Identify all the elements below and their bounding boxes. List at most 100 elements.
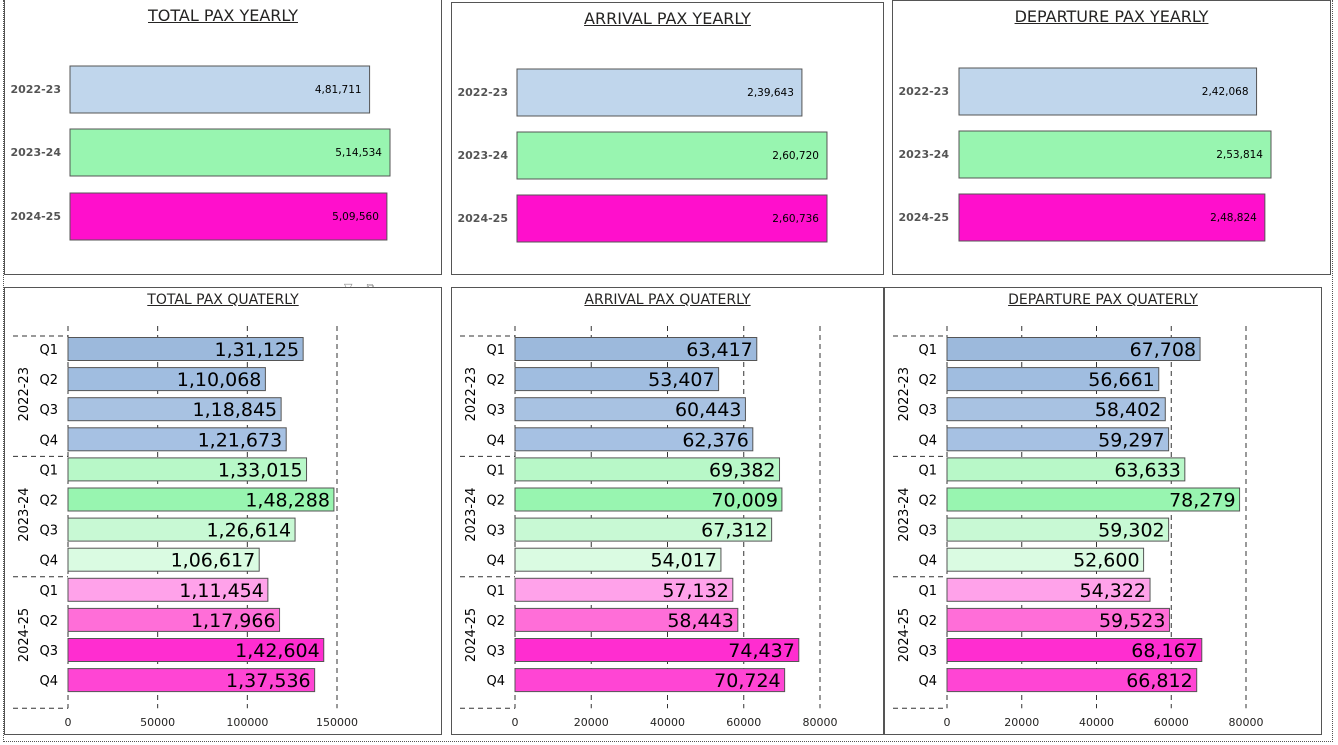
data-label: 2,53,814 (1216, 149, 1263, 161)
quarter-label: Q2 (918, 614, 937, 629)
bar (69, 65, 371, 114)
data-label: 59,302 (1098, 520, 1164, 542)
bar (67, 397, 282, 422)
bar (958, 193, 1266, 242)
arrival-pax-yearly-panel[interactable]: ARRIVAL PAX YEARLY 2022-23 2,39,643 2023-2… (451, 2, 884, 275)
category-label: 2022-23 (899, 85, 950, 98)
group-label: 2023-24 (464, 487, 479, 541)
data-label: 2,42,068 (1202, 86, 1249, 98)
data-label: 2,60,736 (772, 213, 819, 225)
dashboard-frame (3, 0, 1333, 742)
bar (69, 192, 388, 241)
group-label: 2023-24 (17, 487, 32, 541)
panel-title: TOTAL PAX YEARLY (148, 6, 298, 25)
data-label: 67,312 (701, 520, 767, 542)
x-tick-label: 20000 (574, 716, 609, 729)
data-label: 60,443 (675, 399, 741, 421)
quarter-label: Q2 (486, 614, 505, 629)
quarter-label: Q1 (918, 463, 937, 478)
panel-title: TOTAL PAX QUATERLY (147, 292, 299, 308)
data-label: 54,017 (650, 550, 716, 572)
bar (946, 427, 1170, 452)
data-label: 2,60,720 (772, 150, 819, 162)
total-pax-yearly-panel[interactable]: TOTAL PAX YEARLY 2022-23 4,81,711 2023-24 5… (4, 0, 442, 275)
category-label: 2022-23 (11, 83, 62, 96)
data-label: 1,37,536 (226, 670, 311, 692)
quarter-label: Q2 (486, 494, 505, 509)
quarter-label: Q1 (39, 343, 58, 358)
quarter-label: Q3 (486, 403, 505, 418)
data-label: 67,708 (1130, 339, 1196, 361)
data-label: 57,132 (662, 580, 728, 602)
data-label: 1,31,125 (215, 339, 300, 361)
data-label: 59,297 (1098, 429, 1164, 451)
quarter-label: Q2 (39, 494, 58, 509)
quarter-label: Q4 (39, 554, 58, 569)
quarter-label: Q2 (918, 373, 937, 388)
total-pax-yearly-chart: 2022-23 4,81,711 2023-24 5,14,534 2024-25 5,0… (11, 65, 391, 241)
category-label: 2022-23 (458, 86, 509, 99)
quarter-label: Q3 (39, 403, 58, 418)
bar (514, 607, 739, 632)
departure-pax-quarterly-panel[interactable]: DEPARTURE PAX QUATERLY 0 20000 40000 60000 8… (884, 287, 1322, 735)
bar (67, 668, 316, 693)
group-label: 2022-23 (17, 367, 32, 421)
data-label: 5,14,534 (335, 147, 382, 159)
bar (946, 487, 1241, 512)
category-label: 2023-24 (899, 148, 950, 161)
quarter-label: Q4 (486, 674, 505, 689)
category-label: 2023-24 (458, 149, 509, 162)
departure-pax-yearly-chart: 2022-23 2,42,068 2023-24 2,53,814 2024-25 2,4… (899, 67, 1272, 242)
data-label: 4,81,711 (315, 84, 362, 96)
quarter-label: Q3 (39, 524, 58, 539)
departure-pax-yearly-panel[interactable]: DEPARTURE PAX YEARLY 2022-23 2,42,068 2023… (892, 0, 1331, 275)
data-label: 53,407 (648, 369, 714, 391)
panel-title: DEPARTURE PAX YEARLY (1014, 7, 1209, 26)
quarter-label: Q4 (918, 554, 937, 569)
group-label: 2023-24 (897, 487, 912, 541)
quarter-label: Q2 (39, 373, 58, 388)
bar (67, 337, 304, 361)
x-tick-label: 100000 (226, 716, 268, 729)
group-label: 2024-25 (464, 608, 479, 662)
quarter-label: Q4 (39, 433, 58, 448)
data-label: 63,417 (686, 339, 752, 361)
arrival-pax-quarterly-panel[interactable]: ARRIVAL PAX QUATERLY 0 20000 40000 60000 800… (451, 287, 884, 735)
quarter-label: Q4 (39, 674, 58, 689)
arrival-pax-quarterly-chart: 0 20000 40000 60000 80000 2022-23 Q1 63,417 Q2 53… (460, 326, 838, 729)
bar (67, 487, 335, 512)
quarter-label: Q2 (918, 494, 937, 509)
bar (67, 638, 325, 662)
category-label: 2024-25 (458, 212, 509, 225)
total-pax-quarterly-panel[interactable]: TOTAL PAX QUATERLY 0 50000 100000 150000 202… (4, 287, 442, 735)
bar (514, 668, 786, 693)
data-label: 1,06,617 (171, 550, 256, 572)
x-tick-label: 0 (512, 716, 519, 729)
group-label: 2022-23 (897, 367, 912, 421)
quarter-label: Q3 (486, 644, 505, 659)
bar (946, 668, 1198, 693)
x-tick-label: 150000 (316, 716, 358, 729)
data-label: 66,812 (1126, 670, 1192, 692)
bar (514, 517, 773, 542)
x-tick-label: 0 (65, 716, 72, 729)
data-label: 2,48,824 (1210, 212, 1257, 224)
bar (514, 337, 758, 361)
quarter-label: Q1 (486, 343, 505, 358)
bar (516, 68, 803, 117)
category-label: 2024-25 (899, 211, 950, 224)
bar (514, 457, 781, 482)
data-label: 78,279 (1169, 490, 1235, 512)
quarter-label: Q1 (486, 463, 505, 478)
panel-title: ARRIVAL PAX YEARLY (584, 9, 751, 28)
bar (946, 397, 1166, 422)
arrival-pax-yearly-chart: 2022-23 2,39,643 2023-24 2,60,720 2024-25 2,6… (458, 68, 828, 243)
bar (958, 67, 1258, 116)
bar (514, 547, 722, 572)
bar (946, 577, 1151, 602)
bar (514, 397, 746, 422)
quarter-label: Q1 (486, 584, 505, 599)
bar (946, 457, 1186, 482)
x-tick-label: 20000 (1004, 716, 1039, 729)
data-label: 1,26,614 (206, 520, 291, 542)
